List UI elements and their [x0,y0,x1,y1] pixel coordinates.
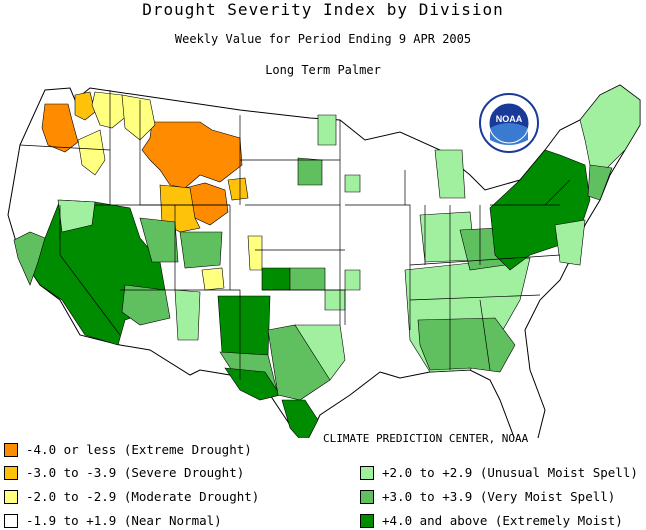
map-subtitle: Weekly Value for Period Ending 9 APR 200… [174,32,472,46]
division-very-moist-ca-coast [13,231,46,286]
division-extremely-moist-ok [261,267,291,291]
legend-item-severe-drought: -3.0 to -3.9 (Severe Drought) [4,465,244,481]
map-title: Drought Severity Index by Division [142,0,504,19]
division-very-moist-coast [587,164,613,201]
legend-swatch [4,443,18,457]
legend-item-near-normal: -1.9 to +1.9 (Near Normal) [4,513,222,529]
legend-item-extremely-moist: +4.0 and above (Extremely Moist) [360,513,623,529]
us-climate-division-map [7,84,641,438]
division-very-moist-ms-al-ga [417,317,516,373]
division-very-moist-ne [297,157,323,186]
division-extreme-drought-wa [41,103,79,153]
noaa-logo: NOAA [479,93,539,153]
division-extreme-drought-mt [141,121,243,189]
division-unusual-moist-tx-east [294,324,346,381]
division-very-moist-ut [139,217,179,263]
legend-label: -2.0 to -2.9 (Moderate Drought) [26,489,260,504]
division-unusual-moist-mo [344,269,361,291]
division-very-moist-az [121,284,171,326]
legend-label: +2.0 to +2.9 (Unusual Moist Spell) [382,465,638,480]
credit-text: CLIMATE PREDICTION CENTER, NOAA [323,432,529,445]
division-unusual-moist-nd [317,114,337,146]
division-extremely-moist-tx-south [281,399,319,438]
legend-label: +4.0 and above (Extremely Moist) [382,513,623,528]
division-unusual-moist-mid-atlantic [554,219,586,266]
legend-swatch [4,514,18,528]
legend-swatch [360,466,374,480]
legend-swatch [360,490,374,504]
state-boundaries [19,90,571,380]
legend-swatch [360,514,374,528]
noaa-logo-text: NOAA [496,114,523,124]
division-unusual-moist-new-england [579,84,641,171]
legend-swatch [4,490,18,504]
legend-item-extreme-drought: -4.0 or less (Extreme Drought) [4,442,252,458]
legend-item-moderate-drought: -2.0 to -2.9 (Moderate Drought) [4,489,259,505]
legend-item-unusual-moist: +2.0 to +2.9 (Unusual Moist Spell) [360,465,638,481]
division-moderate-drought-id2 [121,94,156,141]
legend-item-very-moist: +3.0 to +3.9 (Very Moist Spell) [360,489,615,505]
index-name: Long Term Palmer [265,63,381,77]
legend-label: -1.9 to +1.9 (Near Normal) [26,513,222,528]
division-unusual-moist-nv [57,199,96,233]
legend-label: -3.0 to -3.9 (Severe Drought) [26,465,245,480]
division-unusual-moist-ks [324,289,346,311]
division-very-moist-co [179,231,223,269]
division-unusual-moist-ia [344,174,361,193]
legend-label: -4.0 or less (Extreme Drought) [26,442,252,457]
division-unusual-moist-nm [174,289,201,341]
legend-swatch [4,466,18,480]
division-moderate-drought-or [77,129,106,176]
division-very-moist-ks [289,267,326,291]
legend-label: +3.0 to +3.9 (Very Moist Spell) [382,489,616,504]
division-moderate-drought-co [247,235,263,271]
division-moderate-drought-nm [201,267,225,291]
division-extremely-moist-tx [224,367,281,401]
division-severe-drought-co [227,177,249,201]
division-severe-drought-wa [74,91,96,121]
division-unusual-moist-mi [434,149,466,199]
